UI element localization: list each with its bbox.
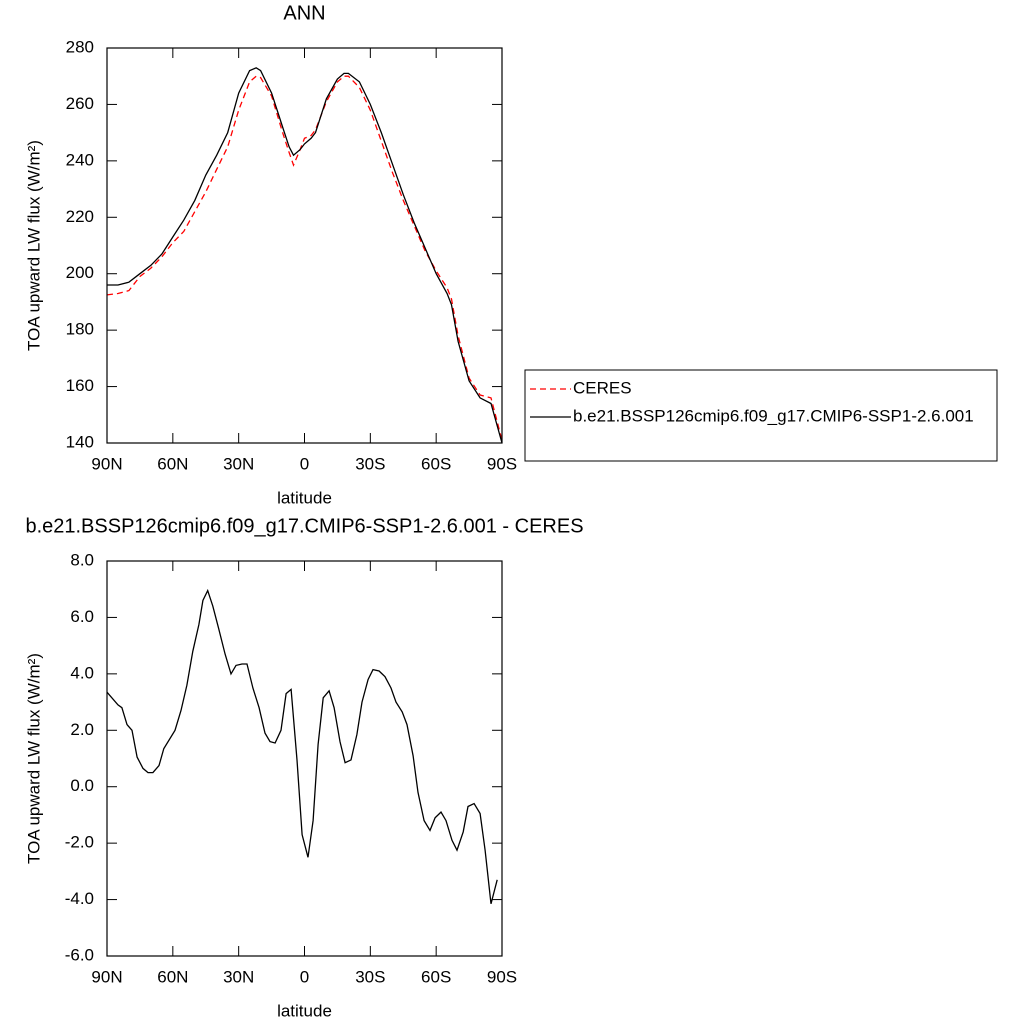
x-tick-label: 60N bbox=[157, 967, 188, 986]
legend-label: CERES bbox=[573, 378, 632, 397]
x-tick-label: 30S bbox=[355, 967, 385, 986]
legend-label: b.e21.BSSP126cmip6.f09_g17.CMIP6-SSP1-2.… bbox=[573, 406, 974, 425]
plot-frame bbox=[106, 47, 503, 444]
data-line bbox=[106, 588, 498, 904]
x-tick-label: 30S bbox=[355, 454, 385, 473]
x-tick-label: 90S bbox=[487, 454, 517, 473]
y-tick-label: 4.0 bbox=[70, 663, 94, 682]
x-tick-label: 90S bbox=[487, 967, 517, 986]
data-line bbox=[107, 67, 503, 444]
chart-title: b.e21.BSSP126cmip6.f09_g17.CMIP6-SSP1-2.… bbox=[25, 515, 583, 537]
x-tick-label: 60S bbox=[421, 967, 451, 986]
legend-box bbox=[524, 369, 998, 462]
y-tick-label: 0.0 bbox=[70, 776, 94, 795]
x-tick-label: 0 bbox=[300, 454, 309, 473]
y-tick-label: 140 bbox=[66, 432, 94, 451]
y-tick-label: -4.0 bbox=[65, 889, 94, 908]
y-tick-label: 8.0 bbox=[70, 550, 94, 569]
y-axis-label: TOA upward LW flux (W/m²) bbox=[24, 140, 43, 351]
y-tick-label: 6.0 bbox=[70, 607, 94, 626]
x-axis-label: latitude bbox=[277, 1001, 332, 1020]
x-tick-label: 30N bbox=[223, 967, 254, 986]
y-tick-label: 240 bbox=[66, 150, 94, 169]
x-tick-label: 30N bbox=[223, 454, 254, 473]
y-tick-label: 2.0 bbox=[70, 720, 94, 739]
y-tick-label: 220 bbox=[66, 207, 94, 226]
plot-frame bbox=[106, 560, 503, 957]
y-tick-label: 180 bbox=[66, 320, 94, 339]
x-tick-label: 60S bbox=[421, 454, 451, 473]
x-tick-label: 90N bbox=[91, 454, 122, 473]
y-tick-label: -2.0 bbox=[65, 833, 94, 852]
y-axis-label: TOA upward LW flux (W/m²) bbox=[24, 653, 43, 864]
y-tick-label: 200 bbox=[66, 263, 94, 282]
y-tick-label: 280 bbox=[66, 37, 94, 56]
x-tick-label: 60N bbox=[157, 454, 188, 473]
y-tick-label: 260 bbox=[66, 94, 94, 113]
x-axis-label: latitude bbox=[277, 488, 332, 507]
y-tick-label: -6.0 bbox=[65, 945, 94, 964]
chart-title: ANN bbox=[283, 2, 325, 24]
data-line bbox=[106, 75, 503, 441]
y-tick-label: 160 bbox=[66, 376, 94, 395]
x-tick-label: 0 bbox=[300, 967, 309, 986]
x-tick-label: 90N bbox=[91, 967, 122, 986]
